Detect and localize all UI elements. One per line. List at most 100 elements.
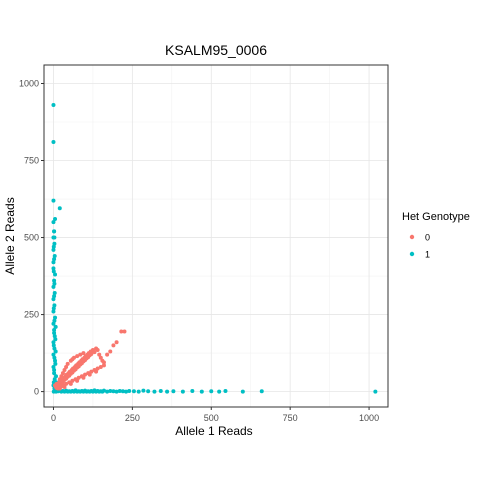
x-tick-label: 1000 (359, 413, 379, 423)
data-point-genotype-1 (111, 389, 116, 394)
data-point-genotype-0 (75, 378, 80, 383)
data-point-genotype-1 (51, 352, 56, 357)
y-tick-label: 250 (24, 310, 39, 320)
data-point-genotype-1 (223, 388, 228, 393)
y-tick-label: 500 (24, 233, 39, 243)
data-point-genotype-1 (158, 388, 163, 393)
data-point-genotype-0 (62, 384, 67, 389)
data-point-genotype-1 (51, 269, 56, 274)
data-point-genotype-0 (59, 382, 64, 387)
data-point-genotype-1 (51, 321, 56, 326)
data-point-genotype-1 (240, 389, 245, 394)
data-point-genotype-1 (373, 389, 378, 394)
data-point-genotype-0 (95, 348, 100, 352)
data-point-genotype-1 (190, 388, 195, 393)
legend-label-0: 0 (425, 233, 430, 243)
x-tick-label: 250 (125, 413, 140, 423)
data-point-genotype-1 (108, 388, 113, 393)
data-point-genotype-0 (81, 375, 86, 380)
data-point-genotype-0 (71, 355, 76, 360)
data-point-genotype-0 (89, 369, 94, 374)
data-point-genotype-1 (52, 241, 57, 246)
data-point-genotype-1 (51, 247, 56, 252)
data-point-genotype-1 (52, 254, 57, 259)
data-point-genotype-0 (114, 340, 119, 345)
data-point-genotype-1 (52, 318, 57, 323)
data-point-genotype-1 (51, 266, 56, 271)
data-points (51, 103, 378, 394)
data-point-genotype-1 (101, 388, 106, 393)
data-point-genotype-1 (53, 337, 58, 342)
data-point-genotype-0 (56, 381, 61, 386)
data-point-genotype-1 (52, 281, 57, 286)
data-point-genotype-1 (51, 297, 56, 302)
data-point-genotype-1 (51, 343, 56, 348)
data-point-genotype-0 (62, 368, 67, 373)
data-point-genotype-0 (76, 375, 81, 380)
plot-panel-border (43, 64, 389, 408)
data-point-genotype-0 (64, 364, 69, 369)
data-point-genotype-1 (51, 309, 56, 314)
data-point-genotype-0 (78, 352, 83, 357)
x-tick-label: 500 (204, 413, 219, 423)
data-point-genotype-1 (124, 389, 129, 394)
data-point-genotype-1 (53, 272, 58, 277)
data-point-genotype-1 (52, 377, 57, 382)
data-point-genotype-1 (53, 217, 58, 222)
data-point-genotype-1 (51, 284, 56, 289)
x-tick-label: 0 (51, 413, 56, 423)
data-point-genotype-0 (97, 352, 102, 357)
data-point-genotype-1 (53, 361, 58, 366)
data-point-genotype-1 (53, 324, 58, 329)
data-point-genotype-0 (81, 351, 86, 356)
chart-title: KSALM95_0006 (165, 42, 267, 58)
data-point-genotype-0 (94, 369, 99, 374)
y-axis: 0 250 500 750 1000 (19, 78, 44, 397)
data-point-genotype-1 (51, 140, 56, 145)
data-point-genotype-0 (108, 349, 113, 354)
data-point-genotype-1 (52, 368, 57, 373)
legend-key-0 (409, 234, 415, 240)
data-point-genotype-0 (92, 350, 97, 355)
data-point-genotype-1 (146, 389, 151, 394)
data-point-genotype-1 (117, 388, 122, 393)
y-tick-label: 750 (24, 156, 39, 166)
legend-key-1 (409, 251, 415, 257)
data-point-genotype-1 (51, 220, 56, 225)
grid-major (44, 65, 388, 407)
y-tick-label: 1000 (19, 78, 39, 88)
data-point-genotype-0 (98, 355, 103, 360)
data-point-genotype-1 (51, 306, 56, 311)
data-point-genotype-0 (89, 352, 94, 357)
data-point-genotype-1 (209, 389, 214, 394)
data-point-genotype-0 (87, 372, 92, 377)
data-point-genotype-1 (53, 315, 58, 320)
data-point-genotype-1 (52, 291, 57, 295)
data-point-genotype-1 (52, 334, 57, 339)
x-axis-label: Allele 1 Reads (175, 424, 252, 438)
data-point-genotype-1 (51, 244, 56, 249)
data-point-genotype-0 (70, 378, 75, 383)
data-point-genotype-1 (52, 355, 57, 360)
data-point-genotype-1 (52, 327, 57, 332)
data-point-genotype-0 (95, 366, 100, 371)
data-point-genotype-1 (51, 364, 56, 369)
data-point-genotype-1 (127, 388, 132, 393)
data-point-genotype-0 (101, 363, 106, 368)
data-point-genotype-0 (65, 361, 70, 366)
x-tick-label: 750 (283, 413, 298, 423)
data-point-genotype-0 (105, 352, 110, 357)
data-point-genotype-1 (52, 278, 57, 283)
data-point-genotype-0 (68, 381, 73, 386)
data-point-genotype-1 (136, 389, 141, 394)
data-point-genotype-1 (52, 346, 57, 351)
data-point-genotype-0 (101, 360, 106, 365)
data-point-genotype-1 (52, 229, 57, 234)
grid-minor (44, 65, 388, 407)
data-point-genotype-0 (57, 377, 62, 382)
data-point-genotype-1 (51, 260, 56, 265)
data-point-genotype-1 (105, 389, 110, 394)
data-point-genotype-1 (259, 389, 264, 394)
y-tick-label: 0 (34, 387, 39, 397)
